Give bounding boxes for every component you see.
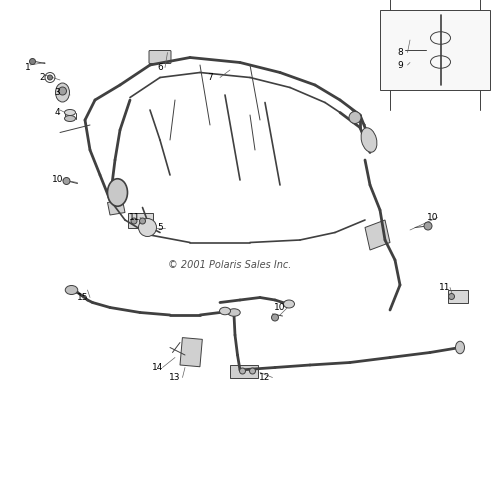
Text: 14: 14 xyxy=(152,363,163,372)
Text: 3: 3 xyxy=(54,88,60,97)
Ellipse shape xyxy=(284,300,294,308)
Text: 11: 11 xyxy=(440,283,451,292)
Circle shape xyxy=(131,218,137,224)
Circle shape xyxy=(250,368,256,374)
Circle shape xyxy=(138,218,156,236)
Circle shape xyxy=(272,314,278,321)
Circle shape xyxy=(58,87,66,95)
Text: 9: 9 xyxy=(397,60,403,70)
Circle shape xyxy=(424,222,432,230)
Polygon shape xyxy=(365,220,390,250)
Ellipse shape xyxy=(220,307,230,315)
Text: 8: 8 xyxy=(397,48,403,57)
Ellipse shape xyxy=(65,286,78,294)
Text: 10: 10 xyxy=(52,176,63,184)
Circle shape xyxy=(240,368,246,374)
Circle shape xyxy=(30,58,36,64)
Ellipse shape xyxy=(64,110,76,116)
Text: 6: 6 xyxy=(157,63,163,72)
Bar xyxy=(128,212,152,228)
Text: 13: 13 xyxy=(169,373,181,382)
Circle shape xyxy=(63,178,70,184)
Circle shape xyxy=(48,75,52,80)
Text: 12: 12 xyxy=(260,373,270,382)
Polygon shape xyxy=(108,200,125,215)
Text: 5: 5 xyxy=(157,223,163,232)
Bar xyxy=(380,10,490,90)
Text: 2: 2 xyxy=(40,73,46,82)
Text: 4: 4 xyxy=(54,108,60,117)
Text: © 2001 Polaris Sales Inc.: © 2001 Polaris Sales Inc. xyxy=(168,260,292,270)
Bar xyxy=(180,338,203,366)
Ellipse shape xyxy=(64,116,76,121)
FancyBboxPatch shape xyxy=(149,50,171,64)
Text: 7: 7 xyxy=(207,73,213,82)
Ellipse shape xyxy=(56,83,70,102)
Ellipse shape xyxy=(456,341,464,354)
Bar xyxy=(448,290,468,302)
Text: 15: 15 xyxy=(77,293,88,302)
Ellipse shape xyxy=(361,128,377,152)
Text: 10: 10 xyxy=(274,303,286,312)
Ellipse shape xyxy=(108,179,128,206)
Circle shape xyxy=(349,112,361,124)
Ellipse shape xyxy=(228,308,240,316)
Text: 1: 1 xyxy=(24,63,30,72)
Text: 10: 10 xyxy=(427,213,438,222)
Circle shape xyxy=(140,218,145,224)
Circle shape xyxy=(448,294,454,300)
Text: 11: 11 xyxy=(129,213,141,222)
Bar xyxy=(230,365,258,378)
